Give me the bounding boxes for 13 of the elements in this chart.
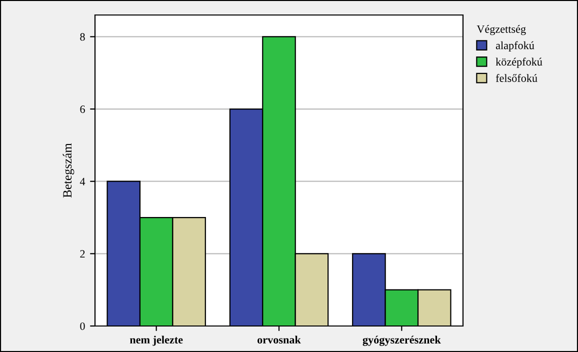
legend-title: Végzettség: [476, 25, 526, 36]
y-tick-label: 8: [80, 33, 85, 41]
legend-label: felsőfokú: [496, 74, 538, 82]
y-tick-label: 0: [80, 322, 85, 330]
y-axis-title: Betegszám: [62, 143, 74, 198]
x-tick-label: nem jelezte: [130, 336, 183, 346]
y-tick-label: 6: [80, 106, 85, 113]
x-tick-label: orvosnak: [258, 336, 301, 344]
y-tick-label: 2: [80, 250, 85, 258]
legend-label: középfokú: [496, 58, 542, 68]
y-tick-label: 4: [80, 178, 86, 186]
legend-label: alapfokú: [496, 41, 534, 52]
x-tick-label: gyógyszerésznek: [362, 336, 441, 346]
